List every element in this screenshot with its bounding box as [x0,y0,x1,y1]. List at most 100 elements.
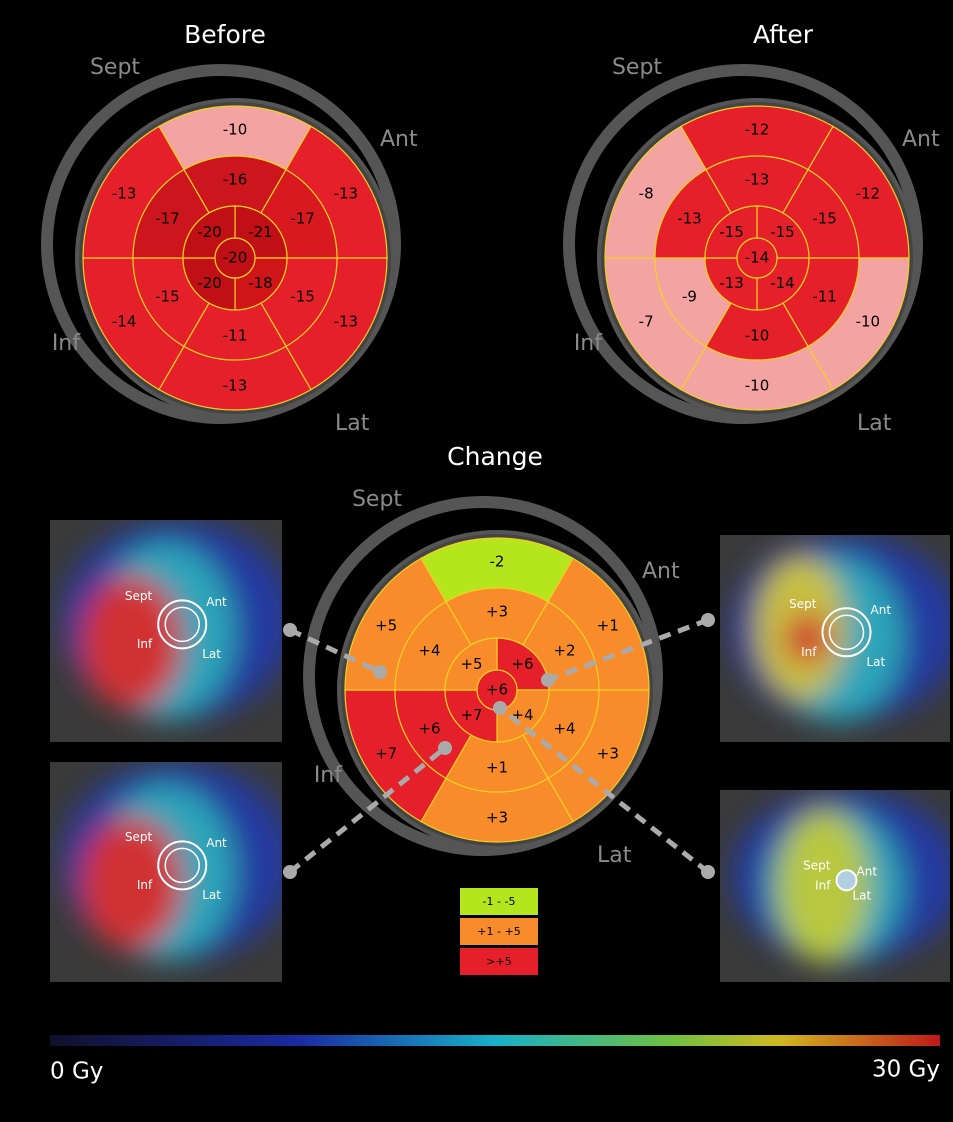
ring-icon [835,869,858,892]
image-label: Inf [815,879,831,893]
panel-title: Change [447,442,543,471]
connector [498,706,710,874]
connector-end [283,623,297,637]
segment-label: -12 [745,121,770,139]
bullseye: Before-10-13-13-13-14-13-16-17-15-11-15-… [41,20,418,436]
segment-label: -10 [745,327,770,345]
segment-label: -20 [197,223,222,241]
segment-label: -17 [290,210,315,228]
orientation-label: Inf [574,331,603,356]
segment-label: -15 [290,288,315,306]
image-label: Ant [206,595,227,609]
segment-label: -21 [248,223,273,241]
segment-label: -10 [745,377,770,395]
segment-label: -17 [155,210,180,228]
ring-icon [157,840,208,891]
connector [288,746,447,874]
orientation-label: Inf [314,763,343,788]
ct-image: Sept Ant Inf Lat [720,535,950,742]
segment-label: +1 [597,617,619,635]
segment-label: +3 [597,745,619,763]
ring-icon [157,599,208,650]
ring-icon [164,606,200,643]
colorbar-label: 30 Gy [872,1057,940,1083]
segment-label: -14 [112,313,137,331]
bullseye: After-12-12-10-10-7-8-13-15-11-10-9-13-1… [563,20,940,436]
segment-label: -15 [812,210,837,228]
segment-label: -16 [223,171,248,189]
orientation-label: Sept [612,55,662,80]
image-label: Sept [803,859,831,873]
ring-icon [821,607,872,658]
segment-label: +7 [460,706,482,724]
legend-label: >+5 [486,955,511,968]
segment-label: -20 [223,249,248,267]
connector-end [541,673,555,687]
segment-label: +4 [553,720,575,738]
dose [61,520,282,720]
legend-swatch [460,888,538,915]
segment-label: +3 [486,809,508,827]
segment-label: -2 [490,553,505,571]
ct-image: Sept Ant Inf Lat [50,762,282,982]
orientation-label: Sept [352,487,402,512]
ring-icon [828,614,865,651]
segment-label: +3 [486,603,508,621]
connector-end [701,613,715,627]
connector-end [438,741,452,755]
segment-label: +2 [553,642,575,660]
segment-label: +6 [418,720,440,738]
connector-end [373,665,387,679]
image-label: Ant [871,603,892,617]
segment-label: -11 [812,288,837,306]
image-label: Lat [867,655,886,669]
image-label: Ant [857,865,878,879]
segment-label: -18 [248,274,273,292]
segment-label: -13 [334,313,359,331]
orientation-label: Ant [642,559,680,584]
segment-label: -13 [719,274,744,292]
segment-label: -14 [770,274,795,292]
orientation-label: Lat [335,411,370,436]
segment-label: +5 [460,655,482,673]
segment-label: -13 [745,171,770,189]
segment-label: -13 [677,210,702,228]
colorbar-label: 0 Gy [50,1059,103,1085]
dose-red [80,575,183,709]
image-label: Sept [125,830,153,844]
segment-label: -10 [223,121,248,139]
dose [731,535,950,722]
image-label: Sept [125,589,153,603]
connector [547,617,709,683]
dose [61,762,282,960]
image-label: Inf [137,878,153,892]
orientation-label: Lat [857,411,892,436]
ring-icon [164,847,200,884]
dose-red [784,613,831,664]
dose-yellow [777,809,870,963]
segment-label: -9 [682,288,697,306]
orientation-label: Inf [52,331,81,356]
image-label: Inf [801,645,817,659]
legend-label: -1 - -5 [483,895,516,908]
connector-end [283,865,297,879]
segment-label: -13 [112,185,137,203]
segment-label: +1 [486,759,508,777]
segment-label: -13 [223,377,248,395]
orientation-label: Lat [597,843,632,868]
septal-arc [303,496,663,856]
segment-label: -12 [856,185,881,203]
septal-arc [41,64,401,424]
segment-label: +6 [486,681,508,699]
ct-image: Sept Ant Inf Lat [720,790,950,982]
segment-label: -15 [770,223,795,241]
connector-end [493,701,507,715]
image-label: Inf [137,637,153,651]
segment-label: -11 [223,327,248,345]
orientation-label: Ant [380,127,418,152]
segment-label: +5 [375,617,397,635]
segment-label: -10 [856,313,881,331]
connector [288,627,382,675]
segment-label: -13 [334,185,359,203]
